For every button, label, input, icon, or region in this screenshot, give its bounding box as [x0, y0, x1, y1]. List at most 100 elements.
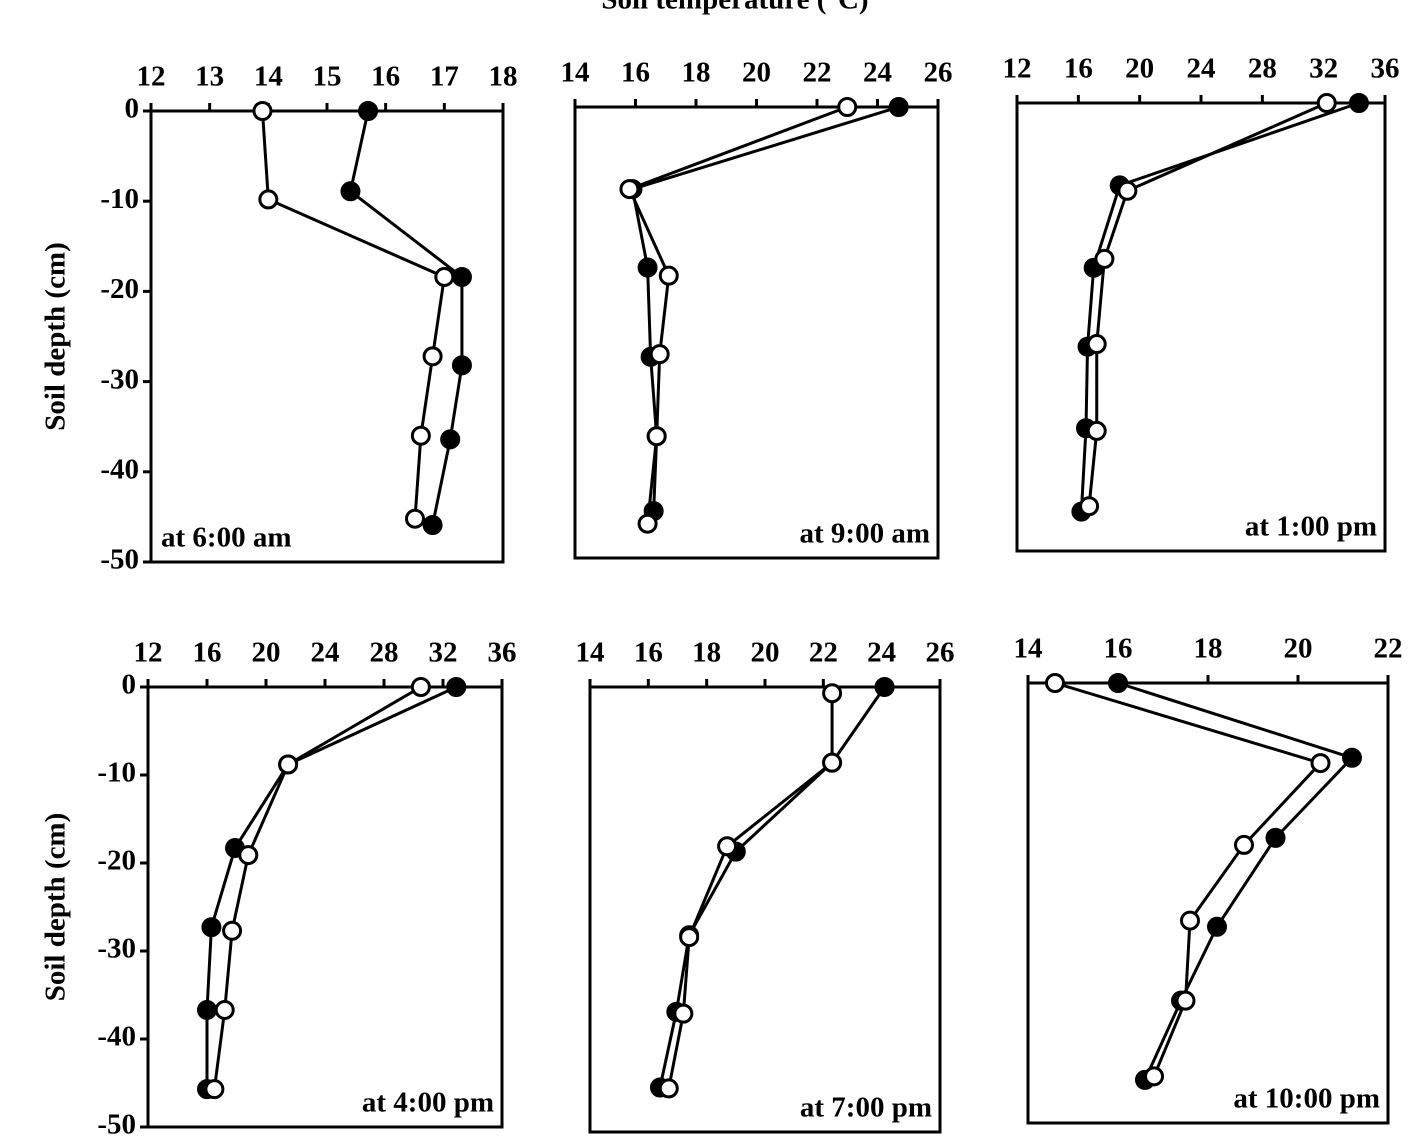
panel-annotation: at 7:00 pm [800, 1092, 932, 1124]
data-point [837, 97, 858, 117]
data-point [822, 683, 843, 704]
x-tick-label: 22 [1374, 633, 1403, 665]
y-tick-label: -40 [100, 453, 139, 485]
data-point [1234, 834, 1254, 855]
data-point [1316, 93, 1337, 113]
x-tick-label: 16 [634, 637, 663, 669]
data-point [358, 101, 379, 121]
x-tick-label: 28 [1248, 53, 1277, 85]
data-point [1310, 753, 1331, 774]
y-tick-label: 0 [125, 93, 140, 125]
x-tick-label: 14 [561, 57, 590, 89]
data-point [619, 179, 640, 200]
x-tick-label: 12 [1003, 53, 1032, 85]
x-tick-label: 24 [863, 57, 892, 89]
x-tick-label: 28 [370, 637, 399, 669]
x-tick-label: 14 [254, 61, 283, 93]
data-point [222, 920, 243, 941]
x-tick-label: 15 [313, 61, 342, 93]
data-point [422, 346, 443, 367]
x-tick-label: 16 [1064, 53, 1093, 85]
x-tick-label: 13 [195, 61, 224, 93]
plot-frame [1015, 101, 1387, 553]
x-tick-label: 20 [1125, 53, 1154, 85]
x-tick-label: 26 [924, 57, 953, 89]
data-point [1094, 248, 1115, 269]
data-point [649, 344, 670, 365]
data-point [410, 677, 431, 697]
series-line [658, 686, 886, 1088]
x-tick-label: 18 [1194, 633, 1223, 665]
series-line [1054, 681, 1324, 1077]
x-tick-label: 17 [430, 61, 459, 93]
x-tick-label: 24 [1187, 53, 1216, 85]
x-tick-label: 24 [867, 637, 896, 669]
data-point [278, 754, 299, 775]
data-point [1348, 93, 1369, 113]
x-tick-label: 14 [1014, 633, 1043, 665]
x-tick-label: 24 [311, 637, 340, 669]
plot-frame [1026, 681, 1390, 1125]
data-point [204, 1079, 225, 1100]
series-line [630, 105, 900, 512]
y-axis-label: Soil depth (cm) [40, 813, 72, 1002]
data-point [1086, 334, 1107, 355]
x-tick-label: 18 [692, 637, 721, 669]
x-tick-label: 16 [1104, 633, 1133, 665]
x-tick-label: 32 [1309, 53, 1338, 85]
x-tick-label: 18 [682, 57, 711, 89]
data-point [201, 917, 222, 938]
data-point [1086, 420, 1107, 441]
data-point [1045, 673, 1065, 693]
data-point [874, 677, 895, 697]
plot-frame [146, 685, 504, 1129]
data-point [822, 752, 843, 773]
x-tick-label: 36 [488, 637, 517, 669]
data-point [440, 429, 461, 450]
data-point [1108, 673, 1128, 693]
data-point [405, 508, 425, 529]
x-tick-label: 16 [193, 637, 222, 669]
series-line [212, 685, 422, 1090]
series-line [1079, 101, 1360, 512]
data-point [1079, 496, 1100, 517]
y-tick-label: -50 [100, 544, 139, 576]
x-tick-label: 36 [1371, 53, 1400, 85]
panel-annotation: at 9:00 am [800, 518, 930, 550]
data-point [446, 677, 467, 697]
x-tick-label: 16 [621, 57, 650, 89]
data-point [1342, 747, 1362, 768]
data-point [340, 181, 361, 202]
plot-frame [573, 105, 940, 560]
y-axis-label: Soil depth (cm) [40, 242, 72, 431]
data-point [679, 927, 700, 948]
data-point [252, 101, 273, 121]
data-point [1180, 910, 1200, 931]
x-tick-label: 12 [137, 61, 166, 93]
panel-annotation: at 1:00 pm [1245, 511, 1377, 543]
data-point [717, 836, 738, 857]
series-line [348, 110, 464, 526]
data-point [422, 515, 443, 536]
plot-frame [588, 685, 942, 1134]
series-line [667, 693, 834, 1089]
data-point [1144, 1066, 1164, 1087]
data-point [637, 257, 658, 278]
series-line [260, 110, 446, 519]
x-tick-label: 16 [371, 61, 400, 93]
data-point [197, 999, 217, 1020]
data-point [451, 355, 472, 376]
data-point [658, 265, 679, 286]
data-point [888, 97, 909, 117]
data-point [434, 266, 455, 287]
data-point [646, 426, 667, 447]
data-point [1175, 990, 1196, 1011]
series-line [1087, 101, 1328, 507]
y-tick-label: 0 [122, 669, 137, 701]
x-tick-label: 20 [1284, 633, 1313, 665]
x-tick-label: 32 [429, 637, 458, 669]
panel-annotation: at 4:00 pm [362, 1087, 494, 1119]
x-tick-label: 12 [134, 637, 163, 669]
y-tick-label: -30 [100, 363, 139, 395]
